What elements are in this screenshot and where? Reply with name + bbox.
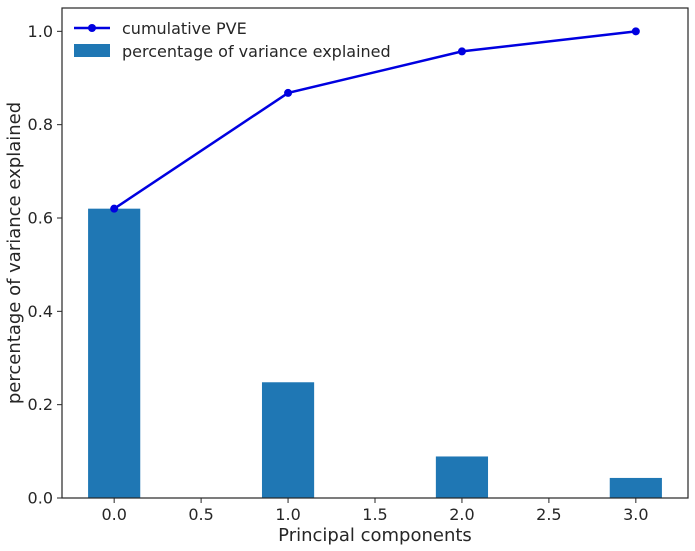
- bar-pc-3: [609, 477, 662, 498]
- y-tick-label-3: 0.6: [28, 209, 53, 228]
- cumulative-pve-point-0: [110, 204, 119, 213]
- cumulative-pve-point-2: [457, 47, 466, 56]
- cumulative-pve-line: [113, 30, 636, 210]
- x-tick-label-3: 1.5: [362, 505, 387, 524]
- x-tick-label-2: 1.0: [275, 505, 300, 524]
- y-axis-label: percentage of variance explained: [4, 102, 25, 404]
- x-tick-label-4: 2.0: [449, 505, 474, 524]
- plot-frame: [61, 7, 689, 499]
- y-axis-ticks: 0.0 0.2 0.4 0.6 0.8 1.0: [28, 22, 62, 508]
- x-tick-label-5: 2.5: [536, 505, 561, 524]
- y-tick-label-4: 0.8: [28, 115, 53, 134]
- y-tick-label-1: 0.2: [28, 395, 53, 414]
- cumulative-pve-point-1: [284, 88, 293, 97]
- x-tick-label-6: 3.0: [623, 505, 648, 524]
- legend-entry-percentage-variance: percentage of variance explained: [122, 42, 391, 61]
- cumulative-line-series: [110, 27, 640, 213]
- y-tick-label-5: 1.0: [28, 22, 53, 41]
- bar-pc-1: [261, 382, 315, 498]
- bar-pc-0: [88, 208, 141, 498]
- x-tick-label-0: 0.0: [101, 505, 126, 524]
- legend-entry-cumulative-pve: cumulative PVE: [122, 19, 247, 38]
- bar-pc-2: [435, 456, 489, 498]
- x-axis-label: Principal components: [278, 525, 472, 546]
- legend-line-marker: [88, 24, 96, 32]
- bar-series: [88, 208, 662, 498]
- legend-bar-swatch: [74, 44, 110, 57]
- x-axis-ticks: 0.0 0.5 1.0 1.5 2.0 2.5 3.0: [101, 498, 649, 524]
- y-tick-label-0: 0.0: [28, 489, 53, 508]
- x-tick-label-1: 0.5: [188, 505, 213, 524]
- legend: cumulative PVE percentage of variance ex…: [74, 19, 391, 61]
- y-tick-label-2: 0.4: [28, 302, 53, 321]
- cumulative-pve-point-3: [631, 27, 640, 36]
